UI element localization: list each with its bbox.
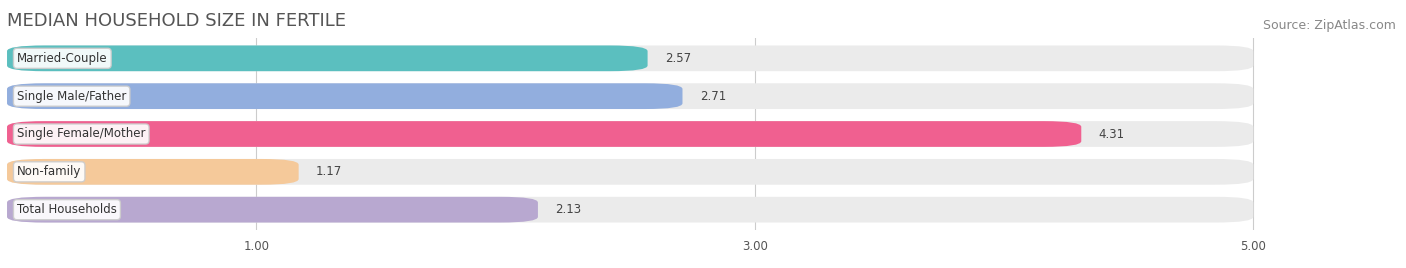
- FancyBboxPatch shape: [7, 159, 298, 185]
- Text: Single Male/Father: Single Male/Father: [17, 90, 127, 103]
- Text: 2.13: 2.13: [555, 203, 582, 216]
- Text: Source: ZipAtlas.com: Source: ZipAtlas.com: [1263, 19, 1396, 32]
- FancyBboxPatch shape: [7, 46, 648, 71]
- FancyBboxPatch shape: [7, 46, 1253, 71]
- FancyBboxPatch shape: [7, 121, 1081, 147]
- FancyBboxPatch shape: [7, 83, 682, 109]
- Text: 1.17: 1.17: [316, 165, 342, 178]
- Text: 2.71: 2.71: [700, 90, 725, 103]
- Text: Single Female/Mother: Single Female/Mother: [17, 128, 145, 140]
- FancyBboxPatch shape: [7, 197, 538, 222]
- Text: 4.31: 4.31: [1098, 128, 1125, 140]
- FancyBboxPatch shape: [7, 197, 1253, 222]
- FancyBboxPatch shape: [7, 83, 1253, 109]
- Text: Non-family: Non-family: [17, 165, 82, 178]
- Text: 2.57: 2.57: [665, 52, 692, 65]
- FancyBboxPatch shape: [7, 159, 1253, 185]
- Text: Married-Couple: Married-Couple: [17, 52, 108, 65]
- Text: MEDIAN HOUSEHOLD SIZE IN FERTILE: MEDIAN HOUSEHOLD SIZE IN FERTILE: [7, 12, 346, 30]
- FancyBboxPatch shape: [7, 121, 1253, 147]
- Text: Total Households: Total Households: [17, 203, 117, 216]
